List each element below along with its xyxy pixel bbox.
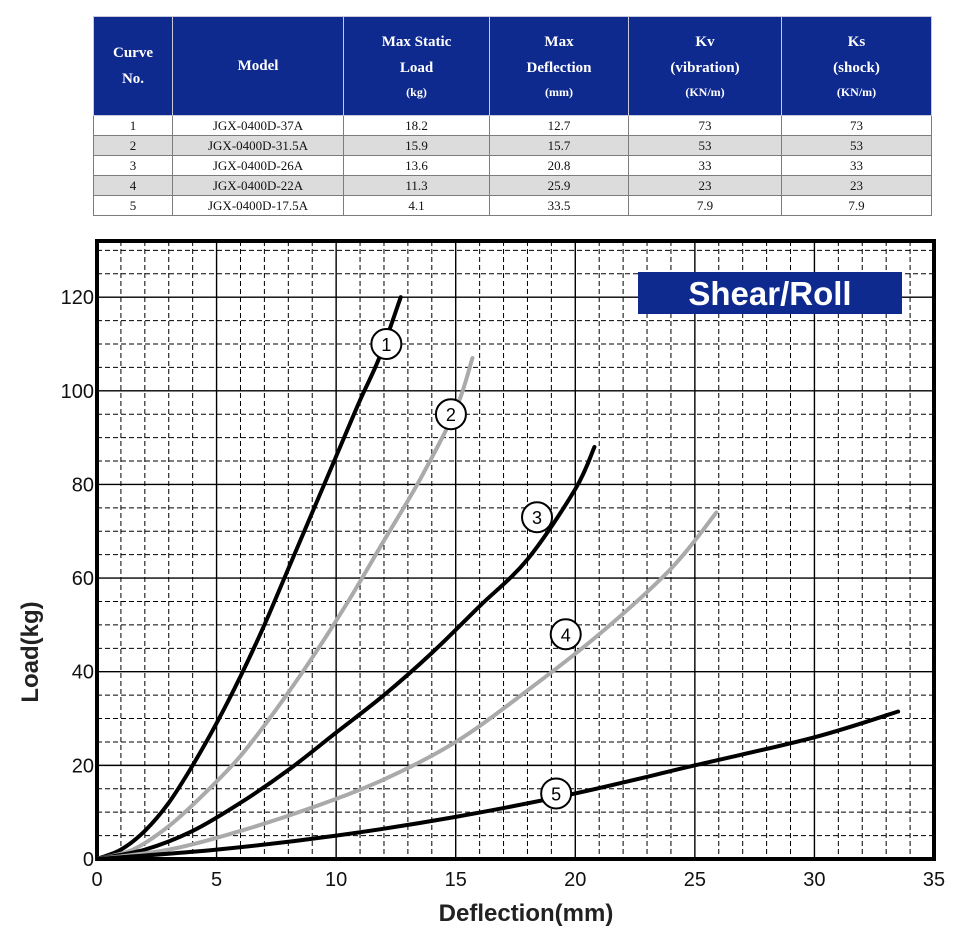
table-cell: 23 (628, 175, 782, 196)
column-header-text: Curve (113, 45, 153, 61)
load-deflection-chart: 0 5 10 15 20 25 30 35 0 20 40 60 80 100 120 1 2 3 4 5 Shea… (17, 239, 946, 927)
y-tick-label: 80 (72, 474, 94, 496)
curve-marker-label: 5 (551, 784, 561, 804)
column-header-text: Max (544, 34, 574, 50)
table-cell: 73 (781, 115, 932, 136)
table-cell: 13.6 (343, 155, 490, 176)
plot-frame (95, 239, 936, 861)
column-unit: (KN/m) (685, 85, 725, 99)
x-tick-label: 35 (923, 869, 945, 891)
table-cell: 33.5 (489, 195, 629, 216)
spec-table: Curve No. Model Max Static Load (kg) Max Deflec… (93, 16, 932, 216)
table-cell: 18.2 (343, 115, 490, 136)
column-unit: (kg) (406, 85, 427, 99)
column-header-text: Kv (695, 34, 715, 50)
x-tick-label: 25 (684, 869, 706, 891)
table-row: 2 JGX-0400D-31.5A 15.9 15.7 53 53 (93, 135, 932, 156)
x-tick-label: 15 (445, 869, 467, 891)
curve-marker-5 (540, 777, 573, 810)
table-cell: 3 (93, 155, 173, 176)
column-header: Max Static Load (kg) (343, 16, 490, 116)
column-unit: (mm) (545, 85, 573, 99)
table-row: 4 JGX-0400D-22A 11.3 25.9 23 23 (93, 175, 932, 196)
y-tick-label: 0 (83, 849, 94, 871)
table-cell: 2 (93, 135, 173, 156)
table-cell: 20.8 (489, 155, 629, 176)
series-line-4 (95, 510, 719, 861)
table-cell: 53 (628, 135, 782, 156)
table-cell: 53 (781, 135, 932, 156)
curve-marker-3 (521, 501, 554, 534)
y-tick-label: 40 (72, 662, 94, 684)
table-cell: JGX-0400D-37A (172, 115, 344, 136)
table-cell: 23 (781, 175, 932, 196)
series-line-5 (95, 709, 901, 861)
x-tick-label: 20 (564, 869, 586, 891)
chart-badge: Shear/Roll (638, 272, 902, 314)
grid (97, 241, 934, 859)
series-line-2 (95, 356, 475, 861)
series-group: 1 2 3 4 5 (95, 295, 901, 861)
table-cell: JGX-0400D-22A (172, 175, 344, 196)
curve-marker-label: 1 (381, 335, 391, 355)
chart-badge-text: Shear/Roll (688, 275, 851, 312)
table-cell: 4.1 (343, 195, 490, 216)
column-header: Curve No. (93, 16, 173, 116)
table-cell: 15.9 (343, 135, 490, 156)
column-header-text: Ks (847, 34, 866, 50)
x-tick-label: 5 (211, 869, 222, 891)
series-line-1 (95, 295, 403, 861)
curve-marker-label: 2 (446, 405, 456, 425)
x-tick-label: 30 (803, 869, 825, 891)
x-axis-title: Deflection(mm) (439, 900, 614, 927)
table-cell: 12.7 (489, 115, 629, 136)
table-cell: 33 (781, 155, 932, 176)
table-cell: 7.9 (781, 195, 932, 216)
table-cell: 25.9 (489, 175, 629, 196)
column-header-text: (vibration) (670, 60, 740, 76)
table-cell: 4 (93, 175, 173, 196)
table-cell: JGX-0400D-17.5A (172, 195, 344, 216)
series-line-3 (95, 445, 597, 861)
column-header: Max Deflection (mm) (489, 16, 629, 116)
curve-marker-4 (549, 618, 582, 651)
y-tick-label: 100 (61, 381, 94, 403)
curve-marker-2 (434, 398, 467, 431)
table-cell: 11.3 (343, 175, 490, 196)
curve-marker-label: 3 (532, 508, 542, 528)
table-cell: 5 (93, 195, 173, 216)
column-header-text: Deflection (526, 60, 592, 76)
table-cell: 7.9 (628, 195, 782, 216)
table-cell: 15.7 (489, 135, 629, 156)
column-header-text: Max Static (381, 34, 452, 50)
y-tick-label: 120 (61, 287, 94, 309)
y-tick-label: 20 (72, 755, 94, 777)
column-unit: (KN/m) (836, 85, 877, 99)
curve-marker-1 (370, 328, 403, 360)
table-cell: JGX-0400D-26A (172, 155, 344, 176)
table-cell: 73 (628, 115, 782, 136)
y-tick-label: 60 (72, 568, 94, 590)
column-header: Model (172, 16, 344, 116)
column-header: Kv (vibration) (KN/m) (628, 16, 782, 116)
curve-marker-label: 4 (561, 625, 571, 645)
table-row: 5 JGX-0400D-17.5A 4.1 33.5 7.9 7.9 (93, 195, 932, 216)
table-header-row: Curve No. Model Max Static Load (kg) Max Deflec… (93, 16, 932, 116)
column-header-text: (shock) (833, 60, 880, 76)
table-cell: JGX-0400D-31.5A (172, 135, 344, 156)
x-tick-label: 0 (91, 869, 102, 891)
column-header: Ks (shock) (KN/m) (781, 16, 932, 116)
table-row: 3 JGX-0400D-26A 13.6 20.8 33 33 (93, 155, 932, 176)
table-cell: 33 (628, 155, 782, 176)
column-header-text: Model (237, 58, 279, 74)
column-header-text: No. (121, 71, 145, 87)
table-cell: 1 (93, 115, 173, 136)
y-axis-title: Load(kg) (17, 601, 44, 702)
table-row: 1 JGX-0400D-37A 18.2 12.7 73 73 (93, 115, 932, 136)
x-tick-label: 10 (325, 869, 347, 891)
column-header-text: Load (399, 60, 434, 76)
